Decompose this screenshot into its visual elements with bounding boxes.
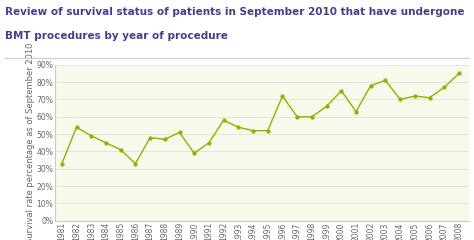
Y-axis label: Survival rate percentage as of September 2010: Survival rate percentage as of September… <box>26 43 35 240</box>
Text: Review of survival status of patients in September 2010 that have undergone: Review of survival status of patients in… <box>5 7 464 17</box>
Text: BMT procedures by year of procedure: BMT procedures by year of procedure <box>5 31 228 41</box>
